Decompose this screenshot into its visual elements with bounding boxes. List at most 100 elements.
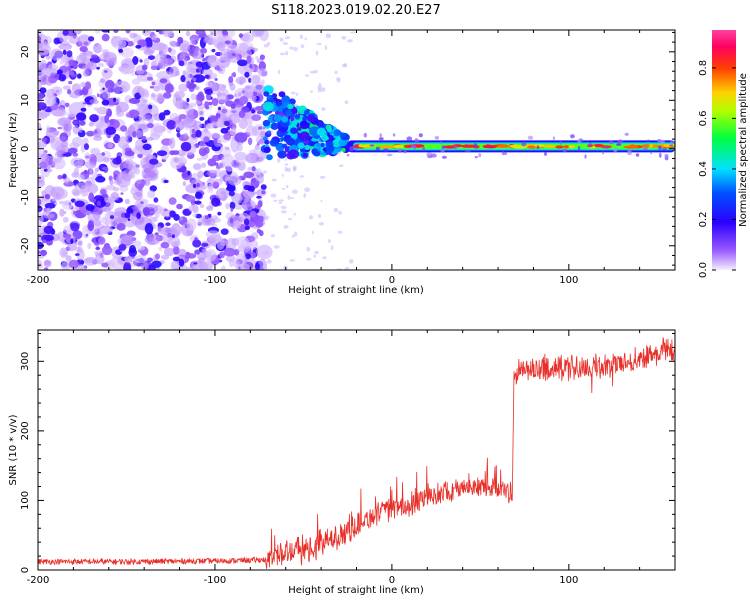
noise-region [38, 30, 356, 270]
transition-blob [316, 142, 321, 147]
noise-blob [158, 112, 166, 121]
noise-blob [170, 262, 179, 270]
noise-blob [46, 125, 51, 132]
carrier-speckle [617, 139, 624, 144]
noise-blob [187, 170, 191, 176]
noise-blob [276, 158, 281, 163]
noise-blob [204, 215, 209, 220]
noise-blob [211, 132, 221, 139]
colorbar-bar [712, 30, 736, 270]
noise-blob [180, 75, 186, 83]
noise-blob [102, 90, 111, 99]
y-tick-label: 200 [20, 421, 31, 440]
noise-blob [88, 224, 93, 229]
noise-blob [251, 109, 256, 114]
y-tick-label: 0 [20, 146, 31, 152]
noise-blob [70, 198, 76, 203]
noise-blob [197, 170, 204, 179]
carrier-speckle [414, 138, 419, 144]
noise-blob [101, 99, 110, 106]
noise-blob [61, 199, 73, 210]
noise-blob [341, 35, 347, 40]
noise-blob [104, 114, 110, 124]
transition-blob [316, 127, 327, 136]
carrier-speckle [473, 143, 478, 148]
noise-blob [119, 64, 131, 75]
noise-blob [74, 30, 82, 35]
noise-blob [102, 87, 105, 91]
carrier-speckle [627, 150, 632, 156]
noise-blob [203, 216, 212, 224]
noise-blob [158, 246, 163, 252]
noise-blob [243, 184, 252, 191]
y-tick-label: -20 [20, 238, 31, 254]
noise-blob [41, 137, 47, 142]
colorbar-tick-label: 0.6 [698, 110, 709, 126]
noise-blob [233, 220, 241, 229]
noise-blob [75, 253, 80, 256]
transition-blob [277, 150, 287, 159]
noise-blob [293, 212, 296, 216]
colorbar-label: Normalized spectral amplitude [738, 73, 749, 227]
noise-blob [84, 81, 92, 90]
noise-blob [73, 167, 79, 176]
noise-blob [103, 206, 112, 213]
noise-blob [68, 71, 74, 76]
noise-blob [146, 76, 154, 81]
carrier-speckle [363, 132, 367, 138]
noise-blob [89, 168, 93, 174]
x-tick-label: 0 [389, 275, 395, 286]
noise-blob [156, 150, 168, 157]
noise-blob [151, 260, 162, 268]
noise-blob [53, 37, 60, 45]
noise-blob [188, 205, 194, 212]
noise-blob [174, 120, 185, 131]
noise-blob [136, 179, 143, 185]
noise-blob [50, 104, 59, 111]
noise-blob [198, 34, 204, 39]
noise-blob [89, 114, 99, 123]
noise-blob [82, 64, 90, 71]
noise-blob [229, 128, 237, 136]
noise-blob [153, 85, 160, 92]
carrier-peak [563, 145, 570, 149]
x-tick-label: -200 [27, 275, 50, 286]
carrier-speckle [609, 140, 614, 145]
carrier-speckle [646, 139, 650, 143]
noise-blob [199, 140, 206, 150]
noise-blob [228, 175, 242, 186]
noise-blob [128, 97, 140, 104]
noise-blob [55, 139, 62, 150]
noise-blob [107, 142, 114, 149]
noise-blob [101, 166, 109, 171]
noise-blob [203, 136, 210, 143]
noise-blob [94, 221, 102, 226]
noise-blob [333, 207, 339, 213]
noise-blob [147, 55, 156, 60]
noise-blob [258, 126, 263, 130]
carrier-speckle [562, 148, 567, 153]
transition-blob [304, 144, 311, 150]
noise-blob [184, 74, 191, 78]
y-tick-label: 10 [20, 94, 31, 107]
noise-blob [236, 41, 254, 52]
noise-blob [291, 234, 295, 238]
noise-blob [176, 95, 183, 104]
noise-blob [164, 83, 174, 94]
noise-blob [310, 90, 313, 93]
noise-blob [71, 83, 82, 94]
noise-blob [193, 120, 203, 130]
carrier-speckle [650, 151, 653, 155]
noise-blob [237, 141, 244, 145]
noise-blob [185, 112, 195, 122]
noise-blob [76, 112, 87, 121]
noise-blob [290, 91, 296, 95]
noise-blob [112, 187, 120, 192]
carrier-speckle [670, 140, 675, 144]
noise-blob [89, 156, 97, 163]
noise-blob [95, 176, 106, 183]
noise-blob [279, 52, 286, 56]
noise-blob [93, 42, 102, 54]
colorbar-tick-label: 0.8 [698, 60, 709, 76]
